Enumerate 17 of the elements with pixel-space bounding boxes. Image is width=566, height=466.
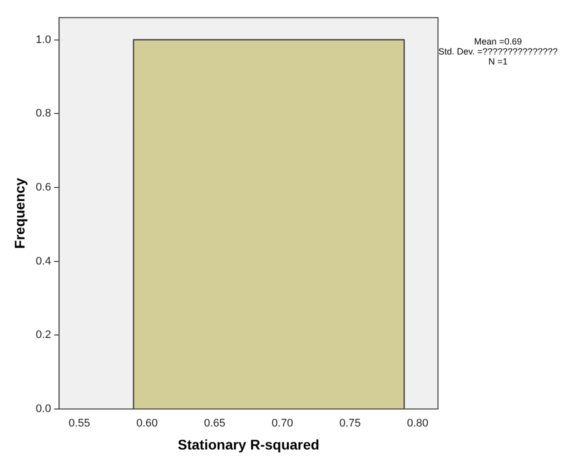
text: Std. Dev. =??????????????? <box>438 46 558 57</box>
x-tick-label: 0.70 <box>272 418 294 430</box>
x-tick-label: 0.80 <box>406 418 428 430</box>
x-tick-label: 0.65 <box>204 418 226 430</box>
x-tick-label: 0.75 <box>339 418 361 430</box>
text: N =1 <box>488 56 508 67</box>
y-tick-label: 0.2 <box>36 329 52 342</box>
y-tick-label: 1.0 <box>36 34 52 46</box>
y-tick-label: 0.4 <box>36 255 52 268</box>
y-axis-title: Frequency <box>11 178 28 249</box>
x-tick-label: 0.55 <box>68 418 90 430</box>
x-axis-title: Stationary R-squared <box>178 436 320 452</box>
y-tick-label: 0.8 <box>36 108 52 120</box>
text: Mean =0.69 <box>474 36 522 47</box>
y-tick-label: 0.0 <box>36 403 52 416</box>
x-tick-label: 0.60 <box>136 418 158 430</box>
y-tick-label: 0.6 <box>36 181 52 194</box>
